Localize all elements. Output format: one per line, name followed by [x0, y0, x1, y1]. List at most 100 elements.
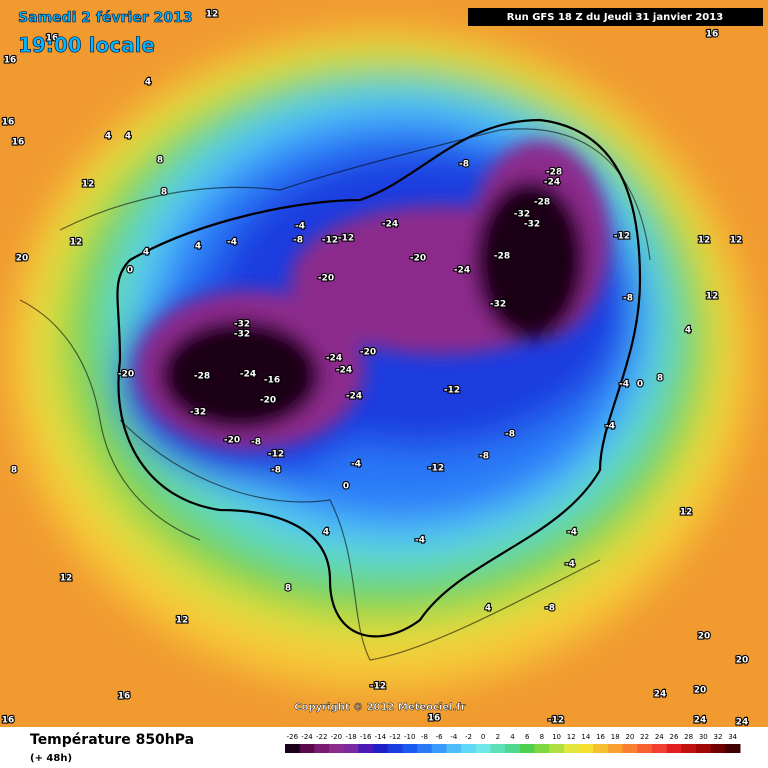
- contour-label: -20: [260, 396, 276, 406]
- color-swatch: [417, 744, 433, 753]
- scale-label: -22: [316, 733, 327, 741]
- contour-label: -24: [454, 266, 470, 276]
- scale-label: 26: [669, 733, 678, 741]
- footer: Température 850hPa (+ 48h) -26 -24 -22 -20-…: [30, 732, 741, 764]
- scale-label: -16: [360, 733, 372, 741]
- contour-label: 16: [4, 56, 17, 66]
- color-swatch: [681, 744, 697, 753]
- contour-label: -28: [534, 198, 550, 208]
- contour-label: -24: [544, 178, 560, 188]
- contour-label: 8: [161, 188, 167, 198]
- scale-label: -14: [375, 733, 387, 741]
- contour-label: -12: [370, 682, 386, 692]
- contour-label: -20: [410, 254, 426, 264]
- color-swatch: [593, 744, 609, 753]
- contour-label: 20: [698, 632, 711, 642]
- color-swatch: [343, 744, 359, 753]
- contour-label: 20: [736, 656, 749, 666]
- contour-label: 4: [145, 78, 151, 88]
- contour-label: -28: [194, 372, 210, 382]
- contour-label: -16: [264, 376, 280, 386]
- contour-label: -12: [338, 234, 354, 244]
- contour-label: 12: [698, 236, 711, 246]
- scale-label: 8: [540, 733, 544, 741]
- contour-label: 16: [2, 118, 15, 128]
- scale-label: -26: [287, 733, 299, 741]
- color-swatch: [431, 744, 447, 753]
- scale-label: 12: [567, 733, 576, 741]
- color-swatch: [607, 744, 624, 753]
- scale-label: -18: [345, 733, 356, 741]
- cold-core: [135, 140, 610, 450]
- color-swatch: [563, 744, 580, 753]
- contour-label: 20: [16, 254, 29, 264]
- contour-label: -32: [514, 210, 530, 220]
- color-swatch: [446, 744, 462, 753]
- contour-label: 12: [206, 10, 219, 20]
- scale-label: 18: [611, 733, 620, 741]
- scale-label: -6: [436, 733, 444, 741]
- color-swatch: [461, 744, 477, 753]
- contour-label: 12: [60, 574, 73, 584]
- contour-label: 16: [706, 30, 719, 40]
- contour-label: -12: [322, 236, 338, 246]
- color-swatch: [725, 744, 741, 753]
- contour-label: -4: [351, 460, 361, 470]
- contour-label: 12: [680, 508, 693, 518]
- contour-label: 20: [694, 686, 707, 696]
- contour-label: 12: [82, 180, 95, 190]
- scale-label: 34: [728, 733, 737, 741]
- scale-label: 28: [684, 733, 693, 741]
- contour-label: 12: [706, 292, 719, 302]
- contour-label: -24: [240, 370, 256, 380]
- scale-label: 14: [581, 733, 590, 741]
- contour-label: -4: [565, 560, 575, 570]
- scale-label: -8: [421, 733, 428, 741]
- contour-label: -20: [318, 274, 334, 284]
- copyright: Copyright © 2012 Meteociel.fr: [294, 702, 465, 713]
- color-swatch: [299, 744, 315, 753]
- contour-label: -24: [382, 220, 398, 230]
- scale-label: 32: [714, 733, 723, 741]
- contour-label: -4: [295, 222, 305, 232]
- color-swatch: [549, 744, 565, 753]
- contour-label: 8: [285, 584, 291, 594]
- contour-label: 4: [323, 528, 329, 538]
- footer-lead: (+ 48h): [30, 753, 72, 764]
- color-swatch: [490, 744, 506, 753]
- color-swatch: [622, 744, 638, 753]
- scale-label: 24: [655, 733, 664, 741]
- color-swatch: [285, 744, 301, 753]
- scale-label: -20: [331, 733, 342, 741]
- contour-label: -8: [623, 294, 633, 304]
- contour-label: -4: [619, 380, 629, 390]
- color-swatch: [578, 744, 594, 753]
- contour-label: 4: [485, 604, 491, 614]
- contour-label: -8: [293, 236, 303, 246]
- scale-label: 4: [510, 733, 515, 741]
- scale-label: 0: [481, 733, 485, 741]
- contour-label: -20: [224, 436, 240, 446]
- scale-label: 6: [525, 733, 530, 741]
- contour-label: 16: [118, 692, 131, 702]
- scale-label: -12: [389, 733, 400, 741]
- contour-label: -12: [614, 232, 630, 242]
- scale-label: -4: [450, 733, 458, 741]
- color-swatch: [402, 744, 418, 753]
- contour-label: -24: [346, 392, 362, 402]
- contour-label: 24: [654, 690, 667, 700]
- contour-label: -8: [251, 438, 261, 448]
- color-swatch: [666, 744, 682, 753]
- color-swatch: [329, 744, 345, 753]
- scale-label: 2: [496, 733, 500, 741]
- footer-title: Température 850hPa: [30, 732, 194, 748]
- contour-label: -24: [326, 354, 342, 364]
- color-swatch: [358, 744, 374, 753]
- contour-label: -8: [505, 430, 515, 440]
- color-swatch: [314, 744, 330, 753]
- color-swatch: [695, 744, 712, 753]
- contour-label: -4: [605, 422, 615, 432]
- contour-label: -12: [428, 464, 444, 474]
